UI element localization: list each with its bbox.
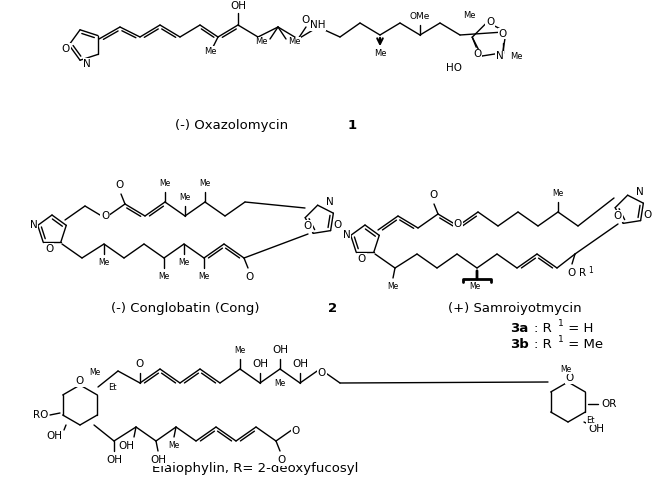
Text: O: O <box>498 29 507 39</box>
Text: Me: Me <box>552 189 563 198</box>
Text: : R: : R <box>534 338 551 351</box>
Text: Me: Me <box>463 11 476 20</box>
Text: O: O <box>101 211 109 221</box>
Text: O: O <box>358 254 366 264</box>
Text: O: O <box>567 268 575 278</box>
Text: O: O <box>566 373 574 383</box>
Text: Et: Et <box>586 416 594 424</box>
Text: N: N <box>636 187 644 197</box>
Text: OH: OH <box>272 345 288 355</box>
Text: (+) Samroiyotmycin: (+) Samroiyotmycin <box>448 301 582 315</box>
Text: O: O <box>318 368 326 378</box>
Text: (-) Conglobatin (Cong): (-) Conglobatin (Cong) <box>111 301 260 315</box>
Text: : R: : R <box>534 322 551 335</box>
Text: Me: Me <box>168 441 179 450</box>
Text: OH: OH <box>106 455 122 465</box>
Text: O: O <box>644 210 652 220</box>
Text: O: O <box>116 180 124 190</box>
Text: O: O <box>245 272 253 282</box>
Text: N: N <box>326 197 334 207</box>
Text: Elaiophylin, R= 2-deoxyfucosyl: Elaiophylin, R= 2-deoxyfucosyl <box>152 462 358 474</box>
Text: Me: Me <box>89 368 101 377</box>
Text: Me: Me <box>469 281 481 291</box>
Text: Me: Me <box>374 49 386 57</box>
Text: Me: Me <box>160 179 171 188</box>
Text: (-) Oxazolomycin: (-) Oxazolomycin <box>175 119 289 131</box>
Text: RO: RO <box>32 410 48 420</box>
Text: Me: Me <box>256 38 268 47</box>
Text: NH: NH <box>310 20 326 30</box>
Text: O: O <box>302 15 310 25</box>
Text: Me: Me <box>288 38 301 47</box>
Text: O: O <box>136 359 144 369</box>
Text: 1: 1 <box>348 119 357 131</box>
Text: 3a: 3a <box>510 322 528 335</box>
Text: O: O <box>62 44 70 54</box>
Text: = Me: = Me <box>564 338 603 351</box>
Text: Me: Me <box>158 272 169 281</box>
Text: OH: OH <box>46 431 62 441</box>
Text: R: R <box>579 268 586 278</box>
Text: Me: Me <box>510 51 522 61</box>
Text: O: O <box>614 211 622 221</box>
Text: Me: Me <box>179 193 191 202</box>
Text: Me: Me <box>387 282 399 291</box>
Text: = H: = H <box>564 322 593 335</box>
Text: N: N <box>83 59 91 69</box>
Text: OH: OH <box>230 1 246 11</box>
Text: O: O <box>45 244 53 254</box>
Text: Me: Me <box>99 258 110 267</box>
Text: OH: OH <box>588 424 604 434</box>
Text: O: O <box>292 426 300 436</box>
Text: O: O <box>304 221 312 231</box>
Text: Me: Me <box>199 179 211 188</box>
Text: OH: OH <box>252 359 268 369</box>
Text: O: O <box>486 17 494 27</box>
Text: O: O <box>429 190 437 200</box>
Text: O: O <box>76 376 84 386</box>
Text: Me: Me <box>234 346 246 355</box>
Text: Me: Me <box>178 258 189 267</box>
Text: Me: Me <box>204 47 216 55</box>
Text: 3b: 3b <box>510 338 529 351</box>
Text: Me: Me <box>560 365 571 374</box>
Text: 2: 2 <box>328 301 337 315</box>
Text: O: O <box>473 49 481 59</box>
Text: 1: 1 <box>588 266 592 275</box>
Text: N: N <box>496 51 504 61</box>
Text: O: O <box>454 219 462 229</box>
Text: N: N <box>30 220 38 230</box>
Text: N: N <box>343 230 351 240</box>
Text: 1: 1 <box>558 319 564 328</box>
Text: OMe: OMe <box>410 12 430 21</box>
Text: Et: Et <box>108 383 117 392</box>
Text: OH: OH <box>292 359 308 369</box>
Text: OR: OR <box>601 399 616 409</box>
Text: OH: OH <box>150 455 166 465</box>
Text: Me: Me <box>199 272 210 281</box>
Text: HO: HO <box>446 63 462 73</box>
Text: OH: OH <box>118 441 134 451</box>
Text: O: O <box>277 455 285 465</box>
Text: 1: 1 <box>558 335 564 344</box>
Text: Me: Me <box>274 378 285 388</box>
Text: O: O <box>334 220 342 230</box>
